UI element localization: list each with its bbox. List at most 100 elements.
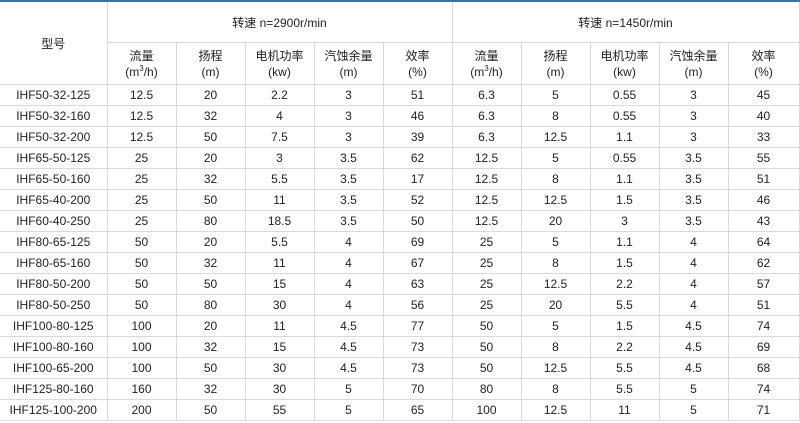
- value-cell: 5: [658, 399, 729, 421]
- value-cell: 4.5: [658, 315, 729, 337]
- value-cell: 64: [727, 231, 800, 253]
- value-cell: 46: [382, 105, 453, 127]
- value-cell: 50: [175, 399, 246, 421]
- value-cell: 12.5: [520, 126, 591, 148]
- value-cell: 5.5: [589, 357, 660, 379]
- table-row: IHF80-50-200 50 50 15 4 63 25 12.5 2.2 4 57: [0, 273, 800, 295]
- model-cell: IHF65-50-160: [0, 168, 108, 190]
- value-cell: 4: [658, 294, 729, 316]
- value-cell: 71: [727, 399, 800, 421]
- value-cell: 5.5: [589, 378, 660, 400]
- column-unit: (%): [754, 64, 773, 79]
- value-cell: 4: [313, 273, 384, 295]
- table-row: IHF100-80-125 100 20 11 4.5 77 50 5 1.5 4.5 74: [0, 315, 800, 337]
- value-cell: 3.5: [658, 189, 729, 211]
- top-border: [0, 0, 800, 2]
- value-cell: 4.5: [313, 357, 384, 379]
- value-cell: 69: [382, 231, 453, 253]
- table-row: IHF65-40-200 25 50 11 3.5 52 12.5 12.5 1.5 3.5 46: [0, 189, 800, 211]
- value-cell: 8: [520, 252, 591, 274]
- value-cell: 12.5: [451, 189, 522, 211]
- value-cell: 4.5: [313, 336, 384, 358]
- table-row: IHF80-65-160 50 32 11 4 67 25 8 1.5 4 62: [0, 252, 800, 274]
- value-cell: 52: [382, 189, 453, 211]
- header-motor-power: 电机功率 (kw): [589, 42, 660, 85]
- value-cell: 7.5: [244, 126, 315, 148]
- value-cell: 57: [727, 273, 800, 295]
- value-cell: 32: [175, 378, 246, 400]
- value-cell: 11: [589, 399, 660, 421]
- value-cell: 5: [313, 399, 384, 421]
- header-head: 扬程 (m): [175, 42, 246, 85]
- value-cell: 12.5: [106, 84, 177, 106]
- value-cell: 51: [727, 294, 800, 316]
- value-cell: 160: [106, 378, 177, 400]
- value-cell: 50: [382, 210, 453, 232]
- header-motor-power: 电机功率 (kw): [244, 42, 315, 85]
- value-cell: 32: [175, 105, 246, 127]
- value-cell: 30: [244, 357, 315, 379]
- value-cell: 2.2: [589, 336, 660, 358]
- value-cell: 12.5: [451, 168, 522, 190]
- header-flow: 流量 (m3/h): [451, 42, 522, 85]
- value-cell: 39: [382, 126, 453, 148]
- value-cell: 20: [520, 210, 591, 232]
- value-cell: 4.5: [658, 357, 729, 379]
- value-cell: 1.1: [589, 168, 660, 190]
- value-cell: 5.5: [244, 168, 315, 190]
- value-cell: 100: [106, 315, 177, 337]
- header-flow: 流量 (m3/h): [107, 42, 177, 85]
- column-name: 效率: [405, 48, 430, 63]
- value-cell: 25: [106, 147, 177, 169]
- value-cell: 5: [520, 84, 591, 106]
- value-cell: 62: [727, 252, 800, 274]
- value-cell: 12.5: [106, 126, 177, 148]
- value-cell: 4: [313, 252, 384, 274]
- value-cell: 25: [451, 252, 522, 274]
- value-cell: 100: [106, 336, 177, 358]
- value-cell: 70: [382, 378, 453, 400]
- column-name: 流量: [474, 48, 499, 63]
- value-cell: 3.5: [313, 168, 384, 190]
- value-cell: 12.5: [106, 105, 177, 127]
- value-cell: 46: [727, 189, 800, 211]
- value-cell: 65: [382, 399, 453, 421]
- table-row: IHF125-80-160 160 32 30 5 70 80 8 5.5 5 74: [0, 378, 800, 400]
- value-cell: 0.55: [589, 105, 660, 127]
- value-cell: 12.5: [451, 210, 522, 232]
- header-model: 型号: [0, 2, 108, 85]
- value-cell: 5.5: [589, 294, 660, 316]
- value-cell: 17: [382, 168, 453, 190]
- value-cell: 25: [106, 168, 177, 190]
- value-cell: 0.55: [589, 147, 660, 169]
- value-cell: 18.5: [244, 210, 315, 232]
- table-row: IHF100-65-200 100 50 30 4.5 73 50 12.5 5.5 4.5 68: [0, 357, 800, 379]
- value-cell: 1.5: [589, 252, 660, 274]
- table-row: IHF125-100-200 200 50 55 5 65 100 12.5 11 5 71: [0, 399, 800, 421]
- value-cell: 3.5: [313, 189, 384, 211]
- column-unit: (m): [684, 64, 703, 79]
- value-cell: 2.2: [244, 84, 315, 106]
- value-cell: 4: [658, 231, 729, 253]
- column-name: 汽蚀余量: [324, 48, 373, 63]
- model-cell: IHF125-80-160: [0, 378, 108, 400]
- column-name: 电机功率: [600, 48, 649, 63]
- value-cell: 50: [175, 273, 246, 295]
- value-cell: 5: [520, 231, 591, 253]
- value-cell: 3: [589, 210, 660, 232]
- value-cell: 73: [382, 357, 453, 379]
- value-cell: 12.5: [520, 273, 591, 295]
- column-unit: (%): [408, 64, 427, 79]
- value-cell: 73: [382, 336, 453, 358]
- value-cell: 50: [106, 294, 177, 316]
- value-cell: 3.5: [658, 168, 729, 190]
- model-cell: IHF80-65-160: [0, 252, 108, 274]
- value-cell: 1.1: [589, 126, 660, 148]
- value-cell: 12.5: [520, 399, 591, 421]
- value-cell: 50: [175, 189, 246, 211]
- column-name: 扬程: [543, 48, 568, 63]
- value-cell: 20: [175, 231, 246, 253]
- model-cell: IHF100-80-160: [0, 336, 108, 358]
- value-cell: 1.5: [589, 189, 660, 211]
- value-cell: 40: [727, 105, 800, 127]
